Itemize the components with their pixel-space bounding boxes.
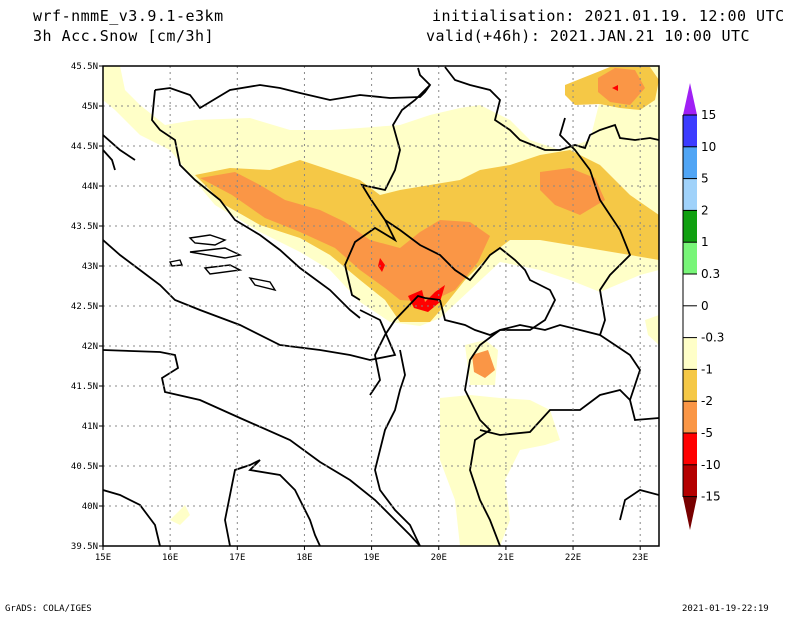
- lat-tick-label: 43N: [82, 262, 98, 272]
- lat-tick-label: 40.5N: [71, 462, 98, 472]
- colorbar-segment: [683, 210, 697, 243]
- lat-tick-label: 39.5N: [71, 542, 98, 552]
- snow-heavy: [200, 172, 490, 302]
- lat-tick-label: 45.5N: [71, 62, 98, 72]
- lon-tick-label: 23E: [632, 553, 648, 563]
- lon-axis: 15E 16E 17E 18E 19E 20E 21E 22E 23E: [95, 546, 648, 563]
- footer-credit: GrADS: COLA/IGES: [5, 604, 92, 614]
- lat-tick-label: 43.5N: [71, 222, 98, 232]
- colorbar-label: -2: [701, 394, 713, 408]
- colorbar-label: 0.3: [701, 267, 720, 281]
- snow-heavy-ne: [598, 68, 645, 105]
- colorbar-label: -10: [701, 458, 721, 472]
- lat-tick-label: 44N: [82, 182, 98, 192]
- lon-tick-label: 17E: [229, 553, 245, 563]
- lat-axis: 45.5N 45N 44.5N 44N 43.5N 43N 42.5N 42N 41.5N 41N…: [71, 62, 103, 552]
- colorbar-segment: [683, 369, 697, 402]
- colorbar-label: -15: [701, 490, 721, 504]
- colorbar-segment: [683, 178, 697, 211]
- colorbar-label: 2: [701, 203, 709, 217]
- lon-tick-label: 15E: [95, 553, 111, 563]
- colorbar-segment: [683, 464, 697, 498]
- islands: [168, 234, 277, 292]
- colorbar-label: 5: [701, 172, 709, 186]
- lat-tick-label: 41N: [82, 422, 98, 432]
- colorbar-segment: [683, 337, 697, 370]
- colorbar-under-triangle: [683, 497, 697, 530]
- model-name: wrf-nmmE_v3.9.1-e3km: [33, 7, 224, 25]
- colorbar-segment: [683, 433, 697, 466]
- colorbar-segment: [683, 274, 697, 307]
- field-name: 3h Acc.Snow [cm/3h]: [33, 27, 215, 45]
- lon-tick-label: 20E: [431, 553, 447, 563]
- colorbar-over-triangle: [683, 83, 697, 115]
- colorbar-label: 15: [701, 108, 716, 122]
- colorbar-label: 0: [701, 299, 709, 313]
- colorbar-segment: [683, 305, 697, 339]
- graticule: [103, 66, 659, 546]
- colorbar-label: -1: [701, 362, 713, 376]
- lat-tick-label: 42.5N: [71, 302, 98, 312]
- lon-tick-label: 19E: [363, 553, 379, 563]
- lon-tick-label: 18E: [296, 553, 312, 563]
- snow-shading: [103, 66, 659, 546]
- footer-timestamp: 2021-01-19-22:19: [682, 604, 769, 614]
- lat-tick-label: 45N: [82, 102, 98, 112]
- lat-tick-label: 40N: [82, 502, 98, 512]
- colorbar-label: -0.3: [701, 331, 724, 345]
- lon-tick-label: 16E: [162, 553, 178, 563]
- lon-tick-label: 22E: [565, 553, 581, 563]
- lat-tick-label: 41.5N: [71, 382, 98, 392]
- lon-tick-label: 21E: [498, 553, 514, 563]
- initialisation-time: initialisation: 2021.01.19. 12:00 UTC: [432, 7, 785, 25]
- colorbar-segment: [683, 115, 697, 148]
- colorbar-segment: [683, 242, 697, 275]
- snow-heavy-east: [540, 168, 605, 215]
- colorbar-segment: [683, 401, 697, 434]
- valid-time: valid(+46h): 2021.JAN.21 10:00 UTC: [426, 27, 751, 45]
- coastlines-borders: [103, 66, 659, 546]
- colorbar-label: 1: [701, 235, 709, 249]
- colorbar: 15 10 5 2 1 0.3 0 -0.3 -1 -2 -5 -10 -15: [682, 83, 724, 530]
- colorbar-segment: [683, 146, 697, 180]
- colorbar-label: 10: [701, 140, 716, 154]
- snow-heavy-south: [472, 350, 495, 378]
- lat-tick-label: 42N: [82, 342, 98, 352]
- lat-tick-label: 44.5N: [71, 142, 98, 152]
- colorbar-label: -5: [701, 426, 713, 440]
